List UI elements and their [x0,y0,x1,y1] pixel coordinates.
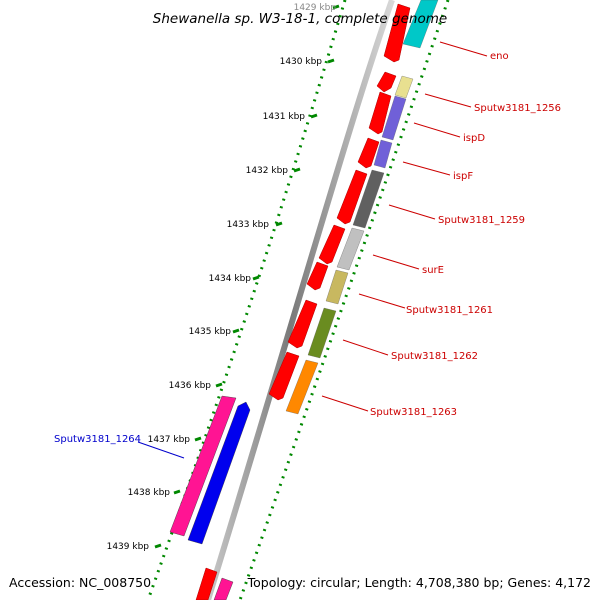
gene-block-eno [402,0,439,49]
gene-label-sputw3181-1256: Sputw3181_1256 [474,103,561,114]
gene-label-eno: eno [490,51,509,62]
leader-line-sure [372,254,420,270]
gene-block-sure [336,227,365,271]
tick-label-1436: 1436 kbp [169,381,212,391]
cds-arrow-sputw3181-1259 [336,169,368,225]
cds-arrow-sputw3181-1256 [376,71,397,93]
gene-block-ispd [381,95,407,141]
gene-block-sputw3181-1264 [187,401,251,545]
tick-label-1438: 1438 kbp [128,488,171,498]
cds-track-forward [169,395,251,600]
gene-track [285,0,439,415]
gene-label-sputw3181-1262: Sputw3181_1262 [391,351,478,362]
cds-arrow-sputw3181-1263 [268,351,300,401]
gene-block-sputw3181-1263 [285,359,319,415]
leader-line-sputw3181-1256 [424,93,472,108]
tick-label-1429: 1429 kbp [294,3,337,13]
cds-arrow-bottom-1 [195,567,218,600]
cds-arrow-sputw3181-1262 [287,299,318,349]
gene-label-sputw3181-1264: Sputw3181_1264 [54,434,141,445]
accession-label: Accession: NC_008750 [9,575,151,590]
gene-block-sputw3181-1259 [352,169,385,229]
genome-summary-label: Topology: circular; Length: 4,708,380 bp… [247,575,591,590]
tick-label-1432: 1432 kbp [246,166,289,176]
leader-line-sputw3181-1263 [321,395,369,412]
cds-arrow-ispf [357,137,380,169]
leader-line-ispd [413,122,461,138]
gene-label-sputw3181-1261: Sputw3181_1261 [406,305,493,316]
gene-label-ispf: ispF [453,171,473,182]
leader-line-sputw3181-1264 [137,441,185,459]
gene-block-sputw3181-1262 [307,307,337,359]
tick-label-1435: 1435 kbp [189,327,232,337]
gene-label-sure: surE [422,265,444,276]
map-title: Shewanella sp. W3-18-1, complete genome [153,11,447,27]
gene-label-ispd: ispD [463,133,485,144]
leader-line-eno [439,41,488,57]
gene-block-sputw3181-1256 [394,75,414,99]
gene-block-ispf [373,139,393,169]
tick-label-1434: 1434 kbp [209,274,252,284]
gene-block-sputw3181-1261 [325,269,349,305]
gc-skew-dotted-arc [238,0,450,600]
leader-line-sputw3181-1261 [358,293,406,309]
leader-line-ispf [402,161,451,176]
tick-label-1430: 1430 kbp [280,57,323,67]
gene-label-sputw3181-1263: Sputw3181_1263 [370,407,457,418]
leader-line-sputw3181-1259 [388,204,436,220]
cds-arrow-sputw3181-1261 [306,261,329,291]
leader-line-sputw3181-1262 [342,339,389,356]
gc-content-dotted-arc [146,0,347,600]
tick-label-1439: 1439 kbp [107,542,150,552]
tick-label-1431: 1431 kbp [263,112,306,122]
cds-arrow-pink-1 [169,395,237,537]
cds-arrow-ispd [368,91,392,135]
tick-label-1433: 1433 kbp [227,220,270,230]
gene-label-sputw3181-1259: Sputw3181_1259 [438,215,525,226]
leader-lines [137,41,488,459]
tick-label-1437: 1437 kbp [148,435,191,445]
tick-marks [154,4,340,549]
cds-track-reverse [195,3,411,600]
genome-backbone [205,0,395,600]
cds-arrow-pink-2 [213,577,234,600]
cds-arrow-sure [318,224,346,265]
cds-arrow-eno [383,3,411,63]
